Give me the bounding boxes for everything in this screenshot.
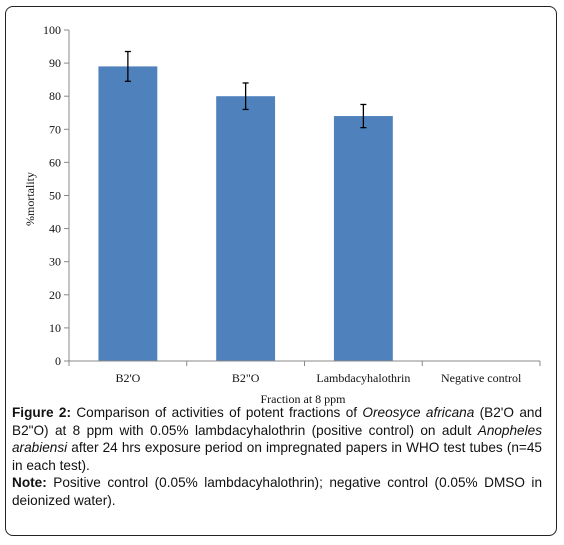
bars	[98, 50, 393, 361]
y-tick-label: 50	[49, 189, 61, 203]
y-tick-label: 10	[49, 321, 61, 335]
y-tick-label: 100	[43, 23, 61, 37]
y-tick-label: 60	[49, 155, 61, 169]
note-label: Note:	[12, 475, 47, 490]
figure-frame	[5, 6, 557, 536]
x-tick-label: Lambdacyhalothrin	[316, 371, 410, 385]
y-tick-label: 40	[49, 222, 61, 236]
y-tick-label: 0	[55, 354, 61, 368]
caption-paragraph: Figure 2: Comparison of activities of po…	[12, 404, 542, 474]
note-text: Positive control (0.05% lambdacyhalothri…	[12, 475, 542, 508]
caption-species-2: Anopheles arabiensi	[12, 422, 542, 456]
y-tick-label: 20	[49, 288, 61, 302]
x-tick-label: Negative control	[441, 371, 522, 385]
caption-text-2: (B2'O and B2"O) at 8 ppm with 0.05% lamb…	[12, 405, 543, 438]
y-tick-label: 30	[49, 255, 61, 269]
x-tick-label: B2"O	[232, 371, 260, 385]
figure-label: Figure 2:	[12, 405, 71, 420]
y-tick-label: 90	[49, 56, 61, 70]
bar	[216, 96, 276, 361]
y-axis: 0 10 20 30 40 50 60 70 80 90 100	[43, 23, 70, 368]
x-axis: B2'O B2"O Lambdacyhalothrin Negative contro…	[68, 360, 541, 385]
y-tick-label: 70	[49, 122, 61, 136]
x-axis-title: Fraction at 8 ppm	[261, 392, 347, 406]
bar-chart: 0 10 20 30 40 50 60 70 80 90 100 B2'O B2"O Lambdacyh…	[23, 23, 541, 406]
bar	[98, 66, 158, 361]
caption-text-3: after 24 hrs exposure period on impregna…	[12, 440, 542, 473]
bar	[333, 116, 393, 361]
note-paragraph: Note: Positive control (0.05% lambdacyha…	[12, 474, 542, 509]
caption-text-1: Comparison of activities of potent fract…	[70, 405, 363, 420]
figure-caption: Figure 2: Comparison of activities of po…	[12, 404, 542, 509]
y-tick-label: 80	[49, 89, 61, 103]
caption-species-1: Oreosyce africana	[362, 405, 475, 420]
x-tick-label: B2'O	[115, 371, 140, 385]
y-axis-title: %mortality	[23, 172, 37, 226]
